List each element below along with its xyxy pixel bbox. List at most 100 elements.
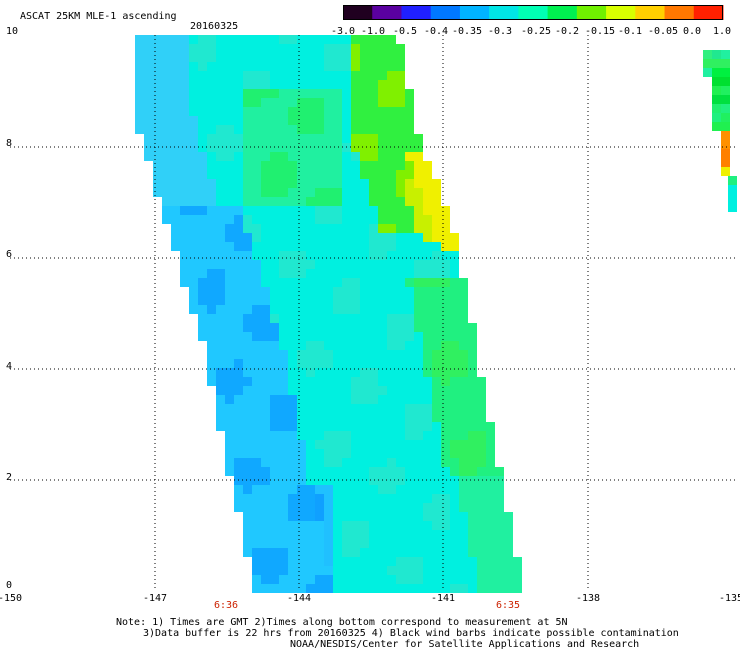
swath-cell (234, 485, 243, 494)
swath-cell (369, 251, 378, 260)
swath-cell (360, 98, 369, 107)
swath-cell (279, 62, 288, 71)
swath-cell (333, 413, 342, 422)
swath-cell (225, 152, 234, 161)
swath-cell (144, 62, 153, 71)
swath-cell (270, 575, 279, 584)
chart-title: ASCAT 25KM MLE-1 ascending (20, 11, 177, 22)
swath-cell (243, 152, 252, 161)
swath-cell (216, 71, 225, 80)
swath-cell (423, 278, 432, 287)
swath-cell (333, 350, 342, 359)
swath-cell (171, 242, 180, 251)
swath-cell (306, 530, 315, 539)
swath-cell (342, 35, 351, 44)
swath-cell (315, 539, 324, 548)
swath-cell (450, 413, 459, 422)
swath-cell (207, 359, 216, 368)
swath-cell (450, 251, 459, 260)
swath-cell (288, 143, 297, 152)
swath-cell (333, 188, 342, 197)
swath-cell (468, 566, 477, 575)
swath-cell (270, 116, 279, 125)
swath-cell (270, 503, 279, 512)
swath-cell (297, 386, 306, 395)
swath-cell (396, 305, 405, 314)
swath-cell (450, 377, 459, 386)
swath-cell (162, 215, 171, 224)
swath-cell (144, 134, 153, 143)
swath-cell (432, 494, 441, 503)
swath-cell (297, 233, 306, 242)
swath-cell (423, 413, 432, 422)
swath-cell (432, 584, 441, 593)
swath-cell (351, 485, 360, 494)
swath-cell (252, 35, 261, 44)
swath-cell (171, 107, 180, 116)
swath-cell (288, 161, 297, 170)
swath-cell (432, 458, 441, 467)
swath-cell (198, 305, 207, 314)
swath-cell (414, 323, 423, 332)
swath-cell (243, 422, 252, 431)
swath-cell (324, 323, 333, 332)
swath-cell (405, 539, 414, 548)
swath-cell (288, 134, 297, 143)
swath-cell (342, 296, 351, 305)
swath-cell (387, 143, 396, 152)
swath-cell (180, 44, 189, 53)
swath-cell (459, 521, 468, 530)
swath-cell (351, 125, 360, 134)
swath-cell (252, 80, 261, 89)
swath-cell (360, 242, 369, 251)
swath-cell (315, 413, 324, 422)
swath-cell (198, 170, 207, 179)
swath-cell (459, 386, 468, 395)
colorbar-label: -0.1 (617, 26, 643, 37)
swath-cell (171, 134, 180, 143)
swath-cell (216, 197, 225, 206)
swath-cell (189, 179, 198, 188)
swath-cell (423, 296, 432, 305)
swath-cell (324, 107, 333, 116)
swath-cell (342, 89, 351, 98)
swath-cell (225, 224, 234, 233)
swath-cell (252, 539, 261, 548)
swath-cell (324, 359, 333, 368)
swath-cell (306, 80, 315, 89)
swath-cell (270, 260, 279, 269)
swath-cell (189, 152, 198, 161)
swath-cell (450, 269, 459, 278)
swath-cell (306, 539, 315, 548)
swath-cell (396, 494, 405, 503)
swath-cell (423, 368, 432, 377)
swath-cell (378, 539, 387, 548)
swath-cell (441, 224, 450, 233)
swath-cell (333, 368, 342, 377)
swath-cell (288, 467, 297, 476)
swath-cell (405, 215, 414, 224)
swath-cell (180, 188, 189, 197)
swath-cell (360, 296, 369, 305)
swath-cell (387, 386, 396, 395)
swath-cell (252, 521, 261, 530)
swath-cell (243, 431, 252, 440)
swath-cell (369, 269, 378, 278)
swath-cell (261, 440, 270, 449)
swath-cell (216, 134, 225, 143)
swath-cell (333, 404, 342, 413)
swath-cell (252, 404, 261, 413)
swath-cell (333, 431, 342, 440)
swath-cell (243, 215, 252, 224)
swath-cell (351, 170, 360, 179)
swath-cell (333, 386, 342, 395)
swath-cell (216, 53, 225, 62)
swath-cell (180, 98, 189, 107)
swath-cell (432, 251, 441, 260)
swath-cell (441, 251, 450, 260)
colorbar-segment (401, 5, 432, 20)
swath-cell (198, 179, 207, 188)
swath-cell (405, 251, 414, 260)
swath-cell (369, 512, 378, 521)
swath-cell (288, 98, 297, 107)
